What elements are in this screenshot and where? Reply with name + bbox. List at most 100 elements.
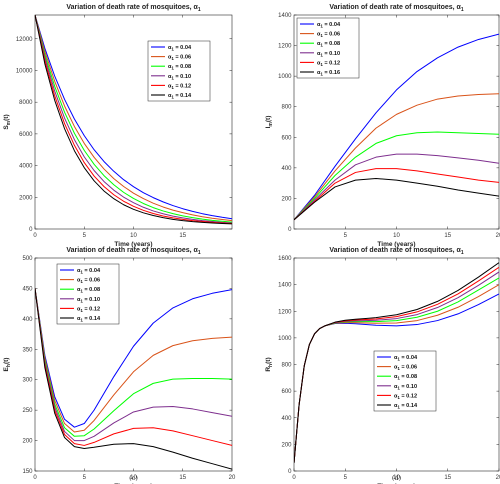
legend-entry: α1 = 0.10 [317, 51, 340, 58]
x-tick-label: 0 [292, 475, 296, 481]
y-axis-label: Rh(t) [265, 357, 274, 371]
chart-panel-3: Variation of death rate of mosquitoes, α… [3, 247, 236, 484]
series-line-5 [35, 15, 232, 225]
series-line-3 [35, 15, 232, 223]
series-line-3 [294, 131, 499, 221]
y-tick-label: 0 [288, 227, 292, 233]
legend-entry: α1 = 0.04 [394, 355, 418, 362]
y-tick-label: 4000 [19, 164, 33, 170]
x-tick-label: 5 [83, 233, 87, 239]
x-tick-label: 0 [33, 233, 37, 239]
x-tick-label: 15 [179, 233, 186, 239]
chart-panel-1: Variation of death rate of mosquitoes, α… [3, 4, 233, 266]
legend-entry: α1 = 0.12 [77, 306, 100, 313]
x-tick-label: 10 [130, 475, 137, 481]
y-tick-label: 6000 [19, 132, 33, 138]
series-line-1 [294, 33, 499, 221]
y-axis-label: Sm(t) [3, 114, 12, 129]
legend-entry: α1 = 0.12 [168, 83, 191, 90]
legend-box [373, 350, 437, 412]
legend-box [147, 40, 211, 102]
y-axis-label: Im(t) [265, 116, 274, 129]
x-tick-label: 15 [444, 233, 451, 239]
y-tick-label: 1000 [278, 336, 292, 342]
y-tick-label: 600 [281, 135, 292, 141]
y-tick-label: 300 [22, 378, 33, 384]
series-line-1 [35, 15, 232, 220]
y-tick-label: 500 [22, 256, 33, 262]
series-line-6 [294, 178, 499, 221]
chart-panel-2: Variation of death rate of mosquitoes, α… [265, 4, 500, 266]
legend: α1 = 0.04 α1 = 0.06 α1 = 0.08 α1 = 0.10 α1 =… [147, 40, 211, 102]
x-tick-label: 0 [33, 475, 37, 481]
legend-entry: α1 = 0.08 [394, 374, 417, 381]
x-tick-label: 10 [393, 233, 400, 239]
series-line-5 [294, 168, 499, 221]
series-line-2 [35, 288, 232, 433]
x-tick-label: 20 [496, 475, 500, 481]
x-tick-label: 15 [444, 475, 451, 481]
legend: α1 = 0.04 α1 = 0.06 α1 = 0.08 α1 = 0.10 α1 =… [296, 17, 360, 79]
legend: α1 = 0.04 α1 = 0.06 α1 = 0.08 α1 = 0.10 α1 =… [373, 350, 437, 412]
x-tick-label: 5 [344, 475, 348, 481]
y-tick-label: 1200 [278, 309, 292, 315]
y-axis-label: Eh(t) [3, 358, 12, 372]
y-tick-label: 2000 [19, 195, 33, 201]
legend-entry: α1 = 0.12 [394, 393, 417, 400]
x-tick-label: 20 [229, 475, 236, 481]
y-tick-label: 400 [281, 166, 292, 172]
series-line-6 [35, 288, 232, 470]
x-tick-label: 5 [83, 475, 87, 481]
series-line-4 [294, 153, 499, 221]
y-tick-label: 800 [281, 363, 292, 369]
y-tick-label: 200 [281, 442, 292, 448]
x-axis-label: Time (years) [114, 241, 152, 248]
y-tick-label: 1200 [278, 44, 292, 50]
legend-entry: α1 = 0.06 [77, 278, 100, 285]
y-tick-label: 400 [281, 416, 292, 422]
y-tick-label: 1600 [278, 256, 292, 262]
series-line-5 [35, 288, 232, 446]
y-tick-label: 250 [22, 408, 33, 414]
legend-entry: α1 = 0.04 [317, 22, 341, 29]
chart-title: Variation of death rate of mosquitoes, α… [329, 247, 464, 256]
y-tick-label: 10000 [16, 68, 33, 74]
legend-entry: α1 = 0.04 [77, 268, 101, 275]
legend-entry: α1 = 0.08 [77, 287, 100, 294]
legend-entry: α1 = 0.06 [317, 32, 340, 39]
legend-entry: α1 = 0.16 [317, 70, 340, 77]
y-tick-label: 150 [22, 469, 33, 475]
legend-entry: α1 = 0.14 [394, 403, 418, 410]
y-tick-label: 8000 [19, 100, 33, 106]
y-tick-label: 12000 [16, 37, 33, 43]
x-tick-label: 10 [130, 233, 137, 239]
legend-box [296, 17, 360, 79]
x-tick-label: 5 [344, 233, 348, 239]
chart-panel-4: Variation of death rate of mosquitoes, α… [265, 247, 500, 484]
series-line-1 [35, 288, 232, 428]
y-tick-label: 400 [22, 317, 33, 323]
chart-title: Variation of death rate of mosquitoes, α… [66, 247, 201, 256]
legend-entry: α1 = 0.04 [168, 45, 192, 52]
y-tick-label: 1000 [278, 74, 292, 80]
legend-entry: α1 = 0.12 [317, 60, 340, 67]
y-tick-label: 800 [281, 105, 292, 111]
y-tick-label: 600 [281, 389, 292, 395]
y-tick-label: 1400 [278, 13, 292, 19]
series-line-6 [35, 15, 232, 225]
series-line-2 [35, 15, 232, 222]
legend-box [56, 263, 120, 325]
series-line-3 [35, 288, 232, 437]
legend-entry: α1 = 0.14 [77, 316, 101, 323]
x-axis-label: Time (years) [377, 241, 415, 248]
y-tick-label: 200 [22, 439, 33, 445]
series-line-4 [35, 288, 232, 442]
x-tick-label: 15 [179, 475, 186, 481]
series-line-2 [294, 93, 499, 221]
legend-entry: α1 = 0.14 [168, 93, 192, 100]
panel-caption: (d) [392, 474, 402, 482]
y-tick-label: 450 [22, 286, 33, 292]
legend-entry: α1 = 0.10 [168, 74, 191, 81]
legend-entry: α1 = 0.10 [394, 384, 417, 391]
